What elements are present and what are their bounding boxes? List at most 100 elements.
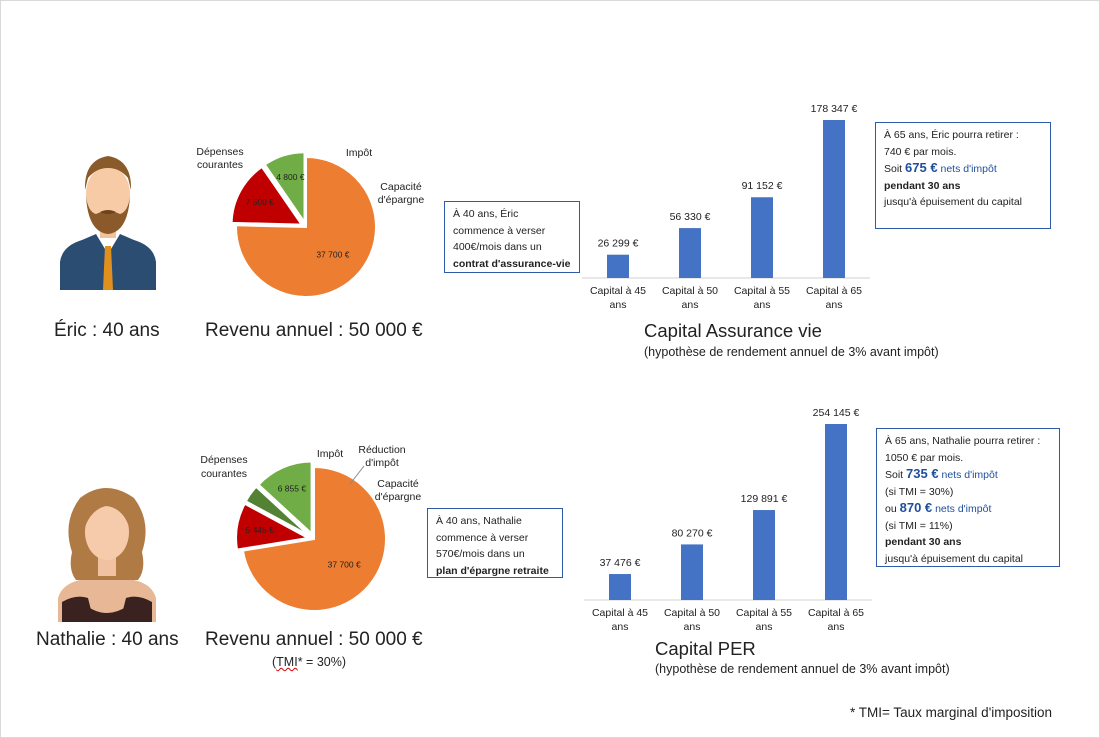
chart-title: Capital PER [655,638,756,659]
bar [681,544,703,600]
result-text: Soit [884,163,903,175]
x-tick-label: ans [610,299,627,311]
result-line: (si TMI = 30%) [885,485,954,498]
net-amount: 675 € [905,160,938,175]
x-tick-label: Capital à 65 [806,285,862,297]
pie-category-label: Capacité [377,478,419,490]
callout-eric: À 40 ans, Éric commence à verser 400€/mo… [444,201,580,273]
x-tick-label: ans [756,621,773,633]
callout-line: À 40 ans, Éric [453,208,519,220]
callout-line: 400€/mois dans un [453,241,542,253]
footnote: * TMI= Taux marginal d'imposition [850,705,1053,720]
pie-slice [241,465,387,612]
slice-value-label: 37 700 € [328,560,361,570]
person-name: Nathalie : 40 ans [36,629,179,650]
result-line: 740 € par mois. [884,145,957,158]
callout-line: À 40 ans, Nathalie [436,515,522,527]
bar-value-label: 37 476 € [600,557,641,569]
pie-category-label: Impôt [317,448,343,460]
person-name: Éric : 40 ans [54,320,160,341]
result-text: Soit [885,469,904,481]
pie-category-label: d'impôt [365,457,399,469]
result-line: (si TMI = 11%) [885,519,953,532]
pie-category-label: Impôt [346,147,372,159]
x-tick-label: ans [684,621,701,633]
result-line: 1050 € par mois. [885,451,964,464]
callout-nathalie: À 40 ans, Nathalie commence à verser 570… [427,508,563,578]
pie-slice [263,151,306,226]
bar-value-label: 26 299 € [598,238,639,250]
callout-line: commence à verser [453,224,546,237]
slice-value-label: 6 855 € [278,484,307,494]
x-tick-label: Capital à 45 [590,285,646,297]
net-label: nets d'impôt [941,469,998,481]
result-line: jusqu'à épuisement du capital [885,552,1024,565]
bar-value-label: 80 270 € [672,527,713,539]
woman-avatar-icon [58,488,156,622]
pie-category-label: d'épargne [378,194,425,206]
slice-value-label: 7 500 € [246,197,275,207]
result-line: pendant 30 ans [885,536,962,548]
slice-value-label: 4 800 € [276,172,305,182]
x-tick-label: Capital à 55 [734,285,790,297]
bar [609,574,631,600]
annual-revenue: Revenu annuel : 50 000 € [205,320,423,341]
bar-chart-per: 37 476 € Capital à 45 ans 80 270 € Capital à… [584,407,872,633]
bar-value-label: 129 891 € [741,493,788,505]
slice-value-label: 37 700 € [316,250,349,260]
x-tick-label: ans [754,299,771,311]
annual-revenue: Revenu annuel : 50 000 € [205,629,423,650]
x-tick-label: ans [828,621,845,633]
bar-chart-assurance-vie: 26 299 € Capital à 45 ans 56 330 € Capital à… [582,103,870,311]
result-line: À 65 ans, Éric pourra retirer : [884,129,1019,141]
result-box-nathalie: À 65 ans, Nathalie pourra retirer : 1050… [876,428,1060,567]
pie-slice [235,155,377,298]
leader-line [349,465,365,485]
callout-line: 570€/mois dans un [436,548,525,560]
pie-category-label: courantes [201,468,247,480]
x-tick-label: ans [682,299,699,311]
x-tick-label: ans [612,621,629,633]
pie-category-label: Capacité [380,181,422,193]
callout-line-bold: plan d'épargne retraite [436,564,549,577]
result-line: À 65 ans, Nathalie pourra retirer : [885,435,1041,447]
bar-value-label: 178 347 € [811,103,858,115]
pie-category-label: Réduction [358,444,405,456]
pie-category-label: Dépenses [200,454,247,466]
bar [751,197,773,278]
bar [753,510,775,600]
x-tick-label: Capital à 50 [662,285,718,297]
x-tick-label: ans [826,299,843,311]
pie-category-label: Dépenses [196,146,243,158]
pie-category-label: courantes [197,159,243,171]
bar-value-label: 56 330 € [670,211,711,223]
pie-slice [244,485,310,537]
bar-value-label: 91 152 € [742,180,783,192]
bar [825,424,847,600]
bar [679,228,701,278]
x-tick-label: Capital à 55 [736,607,792,619]
net-amount: 735 € [906,466,939,481]
net-label: nets d'impôt [940,163,997,175]
chart-subtitle: (hypothèse de rendement annuel de 3% ava… [644,345,939,359]
tmi-note: (TMI* = 30%) [272,655,346,669]
man-avatar-icon [60,156,156,290]
tmi-text: (TMI* = 30%) [272,655,346,669]
pie-slice [257,460,313,536]
bar-value-label: 254 145 € [813,407,860,419]
net-amount: 870 € [899,500,933,515]
pie-category-label: d'épargne [375,491,422,503]
pie-slice [230,165,304,226]
callout-line-bold: contrat d'assurance-vie [453,257,571,270]
slice-value-label: 5 445 € [246,525,275,535]
result-text: ou [885,503,897,515]
pie-chart-nathalie: 37 700 € 5 445 € 6 855 € Dépenses courantes I… [200,444,422,612]
x-tick-label: Capital à 50 [664,607,720,619]
callout-line: commence à verser [436,531,529,544]
result-line: pendant 30 ans [884,179,961,192]
chart-title: Capital Assurance vie [644,320,822,341]
result-box-eric: À 65 ans, Éric pourra retirer : 740 € pa… [875,122,1051,229]
result-line: jusqu'à épuisement du capital [884,196,1023,208]
bar [607,254,629,278]
